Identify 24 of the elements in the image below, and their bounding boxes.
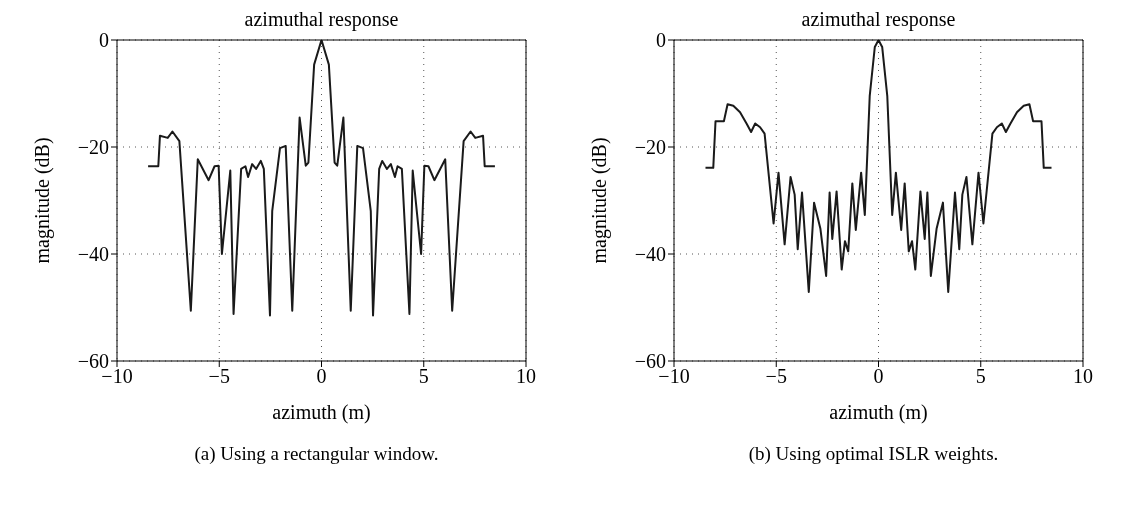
chart-title: azimuthal response bbox=[244, 8, 399, 31]
y-axis-title: magnitude (dB) bbox=[587, 137, 611, 264]
y-tick-label: −40 bbox=[634, 243, 666, 266]
x-tick-label: 5 bbox=[418, 365, 429, 388]
x-tick-label: −5 bbox=[765, 365, 787, 388]
text: (b) Using optimal ISLR weights. bbox=[748, 443, 999, 465]
x-tick-label: 0 bbox=[316, 365, 326, 388]
y-axis-title: magnitude (dB) bbox=[30, 137, 54, 264]
x-tick-label: 10 bbox=[515, 365, 536, 388]
y-tick-label: −40 bbox=[77, 243, 109, 266]
y-tick-label: 0 bbox=[655, 29, 666, 52]
y-tick-label: 0 bbox=[98, 29, 109, 52]
line-series bbox=[703, 40, 1053, 293]
text: (a) Using a rectangular window. bbox=[194, 443, 439, 465]
x-axis-title: azimuth (m) bbox=[828, 401, 928, 424]
x-tick-label: −5 bbox=[208, 365, 230, 388]
line-series bbox=[146, 40, 496, 317]
x-axis-title: azimuth (m) bbox=[271, 401, 371, 424]
y-tick-label: −20 bbox=[634, 136, 666, 159]
x-tick-label: 5 bbox=[975, 365, 986, 388]
x-tick-label: 0 bbox=[873, 365, 883, 388]
chart-title: azimuthal response bbox=[801, 8, 956, 31]
x-tick-label: 10 bbox=[1072, 365, 1093, 388]
y-tick-label: −20 bbox=[77, 136, 109, 159]
